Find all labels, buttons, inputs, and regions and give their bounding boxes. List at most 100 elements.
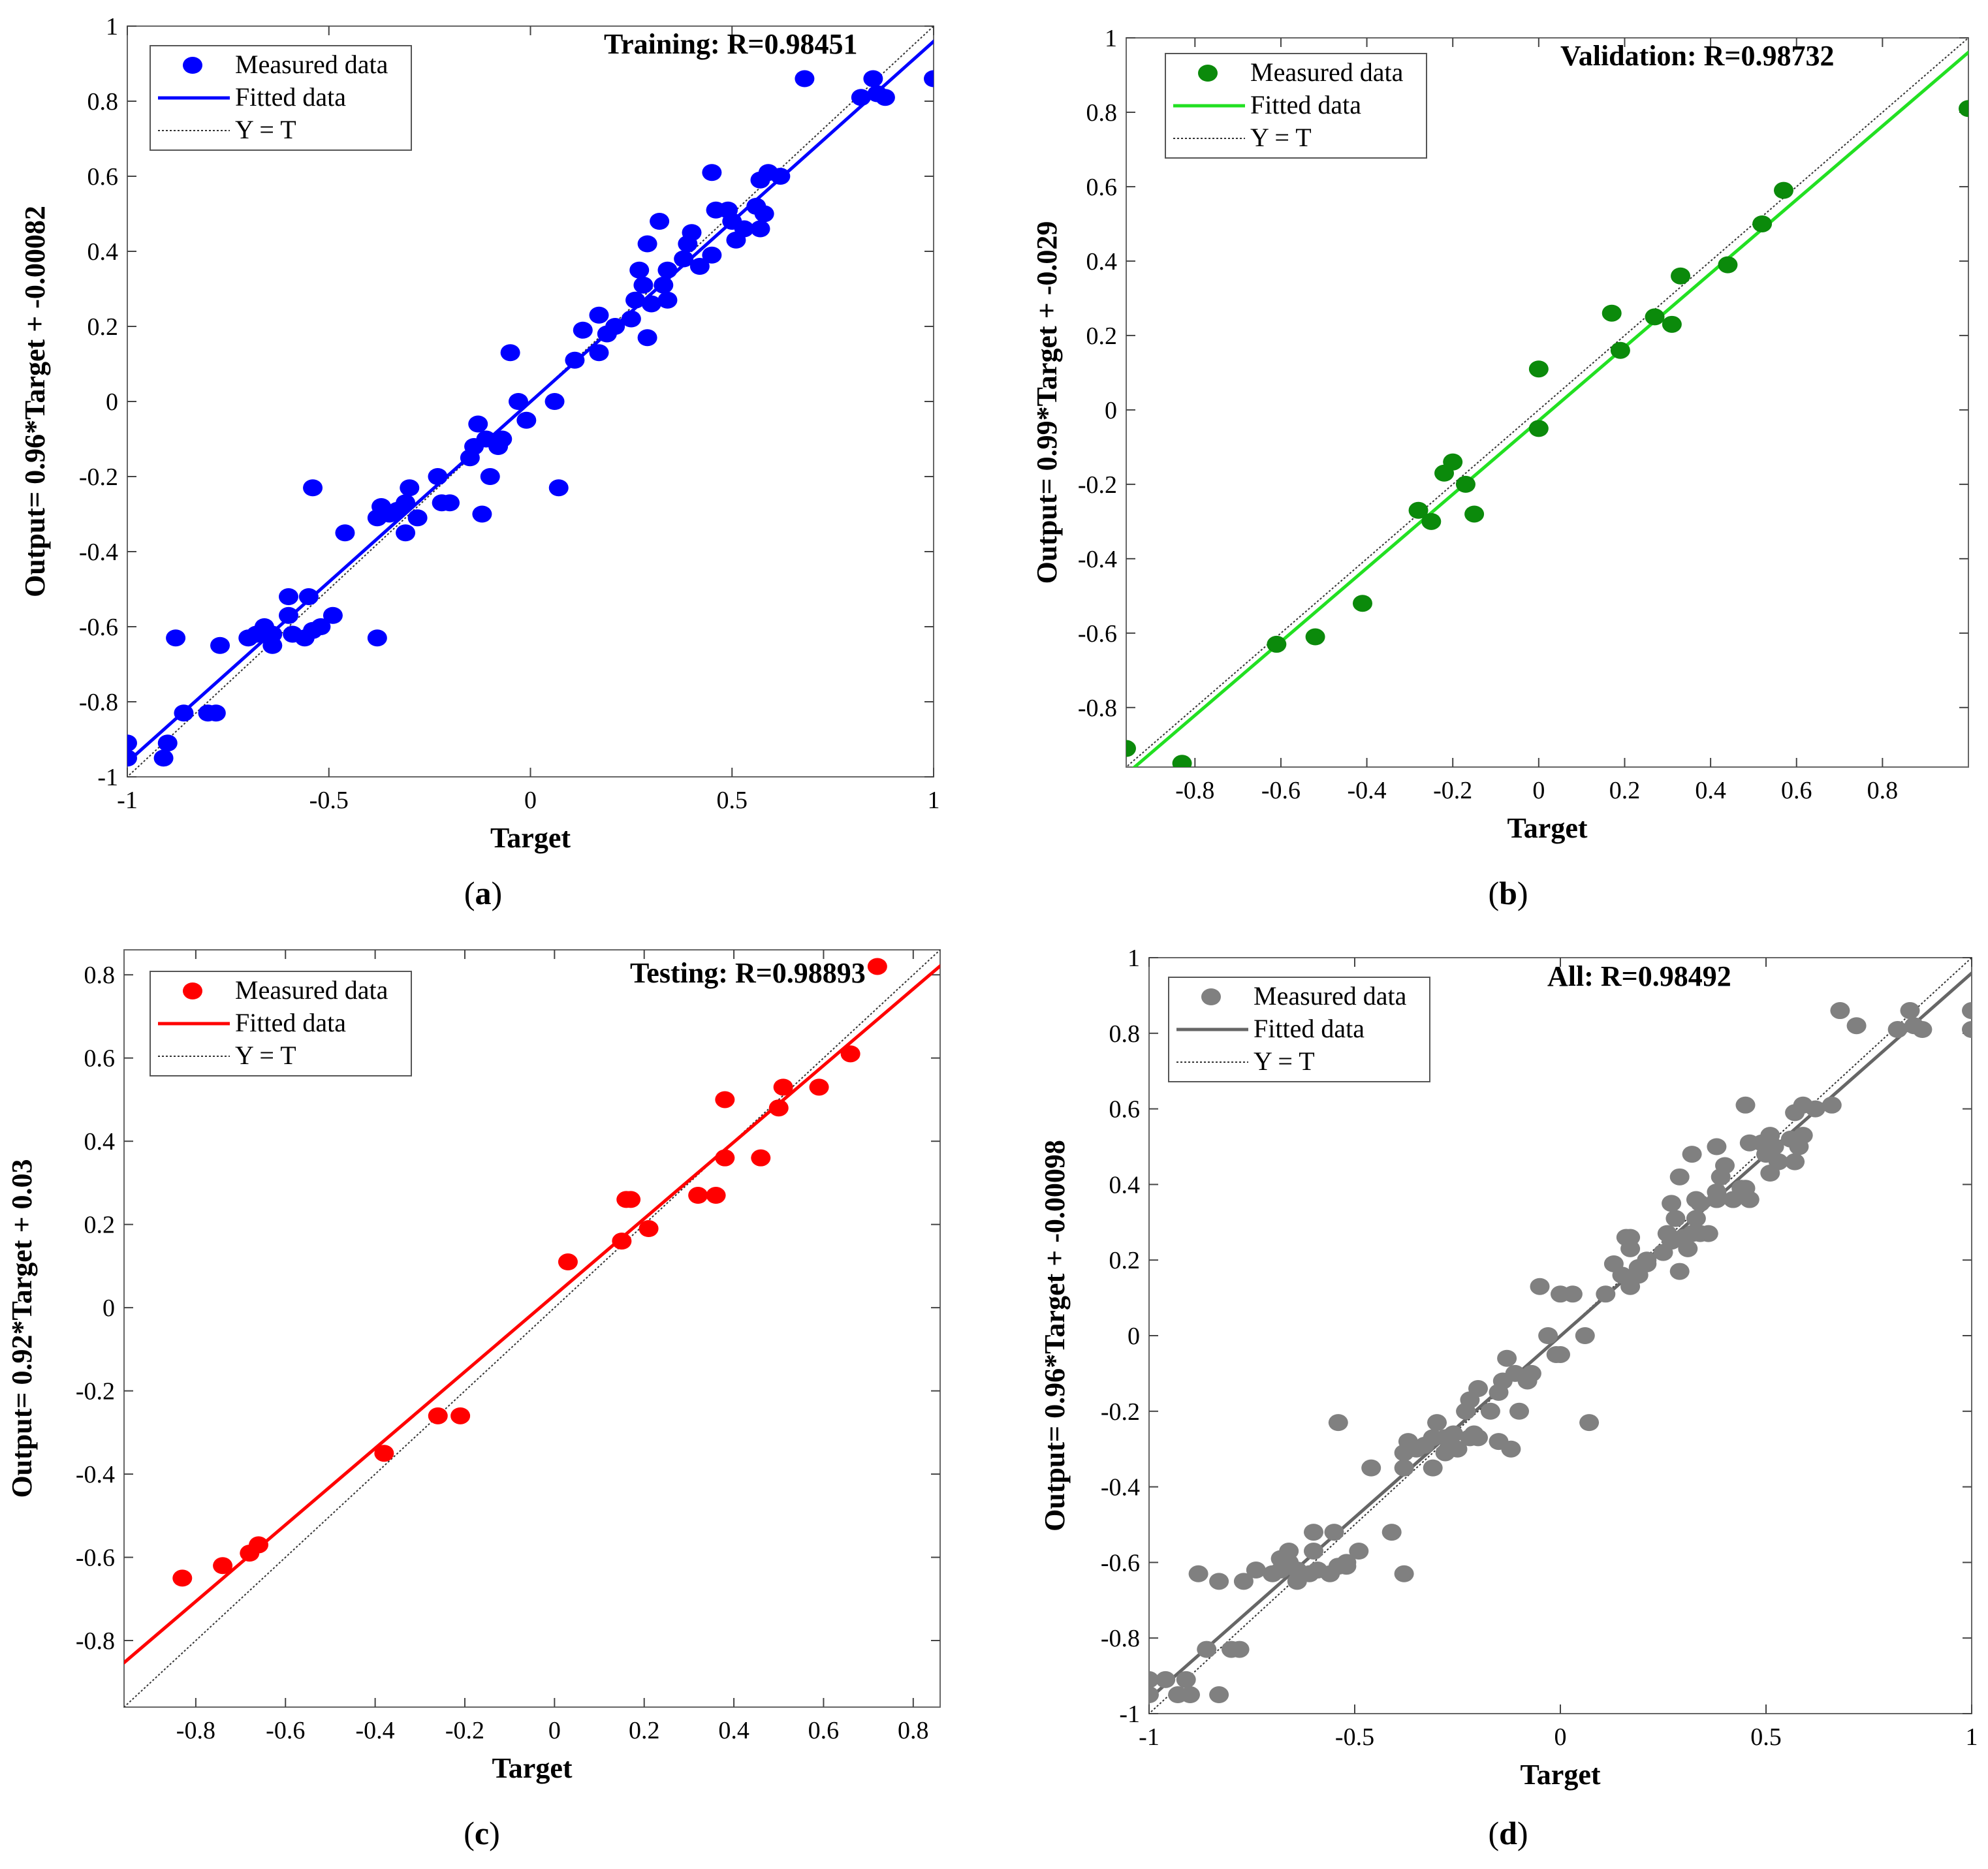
y-tick-label: -0.4 bbox=[79, 539, 118, 566]
data-point bbox=[1522, 1365, 1541, 1382]
y-tick-label: -0.8 bbox=[76, 1627, 115, 1655]
data-point bbox=[1481, 1403, 1500, 1420]
data-point bbox=[841, 1045, 860, 1062]
data-point bbox=[428, 1407, 448, 1424]
caption-letter: a bbox=[475, 875, 492, 911]
data-point bbox=[774, 1078, 793, 1095]
data-point bbox=[1189, 1565, 1208, 1582]
data-point bbox=[702, 247, 721, 264]
data-point bbox=[573, 322, 593, 339]
y-tick-label: -1 bbox=[1119, 1701, 1140, 1728]
y-tick-label: -0.2 bbox=[1078, 471, 1117, 499]
y-tick-label: -0.6 bbox=[76, 1545, 115, 1572]
data-point bbox=[1959, 100, 1978, 117]
data-point bbox=[1715, 1157, 1735, 1174]
data-point bbox=[1596, 1285, 1615, 1302]
data-point bbox=[770, 168, 790, 185]
y-tick-label: 0.8 bbox=[1086, 99, 1118, 127]
y-tick-label: 0 bbox=[1128, 1323, 1140, 1350]
y-tick-label: 0.4 bbox=[1109, 1171, 1141, 1199]
x-tick-label: 0.6 bbox=[808, 1717, 840, 1744]
x-tick-label: -0.5 bbox=[309, 787, 349, 814]
data-point bbox=[172, 1569, 192, 1586]
data-point bbox=[262, 637, 282, 654]
x-tick-label: 1 bbox=[928, 787, 940, 814]
data-point bbox=[374, 1445, 394, 1462]
data-point bbox=[1279, 1543, 1299, 1560]
data-point bbox=[1736, 1097, 1756, 1114]
data-point bbox=[323, 607, 343, 624]
data-point bbox=[654, 277, 673, 294]
data-point bbox=[1912, 1021, 1932, 1038]
y-tick-label: -0.8 bbox=[79, 689, 118, 716]
y-tick-label: 0 bbox=[106, 388, 118, 416]
data-point bbox=[472, 506, 492, 523]
data-point bbox=[428, 468, 447, 485]
legend: Measured data Fitted data Y = T bbox=[150, 46, 411, 150]
y-axis-label: Output= 0.96*Target + -0.00098 bbox=[1039, 1140, 1071, 1531]
data-point bbox=[795, 71, 814, 87]
y-tick-label: 0.8 bbox=[1109, 1020, 1141, 1048]
data-point bbox=[1740, 1191, 1759, 1208]
data-point bbox=[249, 1536, 268, 1553]
data-point bbox=[1421, 513, 1441, 530]
data-point bbox=[118, 749, 137, 766]
data-point bbox=[1682, 1146, 1702, 1163]
data-point bbox=[715, 1150, 734, 1167]
data-point bbox=[629, 262, 649, 279]
x-tick-label: -1 bbox=[117, 787, 138, 814]
y-tick-label: -0.8 bbox=[1078, 695, 1117, 722]
data-point bbox=[558, 1253, 578, 1270]
caption-letter: b bbox=[1499, 875, 1517, 911]
data-point bbox=[1530, 1278, 1550, 1295]
data-point bbox=[154, 749, 174, 766]
data-point bbox=[545, 393, 565, 410]
data-point bbox=[589, 344, 608, 361]
data-point bbox=[638, 329, 657, 346]
y-tick-label: 0 bbox=[103, 1295, 115, 1322]
y-tick-label: -0.4 bbox=[1078, 546, 1117, 573]
data-point bbox=[1579, 1414, 1599, 1431]
legend-label-measured: Measured data bbox=[1254, 981, 1407, 1011]
data-point bbox=[1267, 636, 1286, 653]
figure-caption: (a) bbox=[464, 875, 502, 911]
data-point bbox=[1671, 268, 1690, 285]
x-tick-label: -0.8 bbox=[1175, 777, 1214, 804]
y-tick-label: -0.6 bbox=[1078, 620, 1117, 648]
caption-letter: c bbox=[475, 1815, 489, 1851]
data-point bbox=[769, 1099, 789, 1116]
data-point bbox=[1752, 215, 1772, 232]
data-point bbox=[1427, 1414, 1447, 1431]
chart-panel-c: -0.8 -0.6 -0.4 -0.2 0 0.2 0.4 0.6 0.8-0.8-0.6-0.… bbox=[0, 742, 1164, 1869]
data-point bbox=[1382, 1524, 1402, 1541]
legend-label-measured: Measured data bbox=[235, 50, 388, 79]
legend: Measured data Fitted data Y = T bbox=[1169, 977, 1430, 1082]
data-point bbox=[621, 1191, 640, 1208]
legend: Measured data Fitted data Y = T bbox=[1165, 54, 1427, 158]
data-point bbox=[1349, 1543, 1368, 1560]
x-axis-label: Target bbox=[492, 1752, 572, 1784]
chart-title: Testing: R=0.98893 bbox=[630, 957, 866, 989]
data-point bbox=[1830, 1002, 1850, 1019]
data-point bbox=[481, 468, 500, 485]
data-point bbox=[1793, 1127, 1813, 1144]
data-point bbox=[1547, 1346, 1566, 1363]
y-tick-label: 0 bbox=[1105, 397, 1117, 424]
data-point bbox=[1774, 182, 1793, 199]
data-point bbox=[213, 1557, 232, 1574]
data-point bbox=[1901, 1002, 1920, 1019]
y-tick-label: -0.2 bbox=[1101, 1398, 1140, 1426]
data-point bbox=[1847, 1017, 1867, 1034]
chart-title: Validation: R=0.98732 bbox=[1560, 40, 1835, 72]
y-tick-label: 0.6 bbox=[1086, 174, 1118, 201]
x-tick-label: 0.4 bbox=[718, 1717, 749, 1744]
x-tick-label: 0 bbox=[524, 787, 537, 814]
data-point bbox=[1176, 1671, 1196, 1688]
data-point bbox=[1497, 1350, 1517, 1367]
data-point bbox=[396, 494, 415, 511]
data-point bbox=[639, 1220, 659, 1237]
y-tick-label: 0.6 bbox=[84, 1045, 116, 1073]
y-tick-label: -0.2 bbox=[79, 463, 118, 491]
legend-marker-measured bbox=[183, 982, 202, 999]
data-point bbox=[1529, 360, 1549, 377]
